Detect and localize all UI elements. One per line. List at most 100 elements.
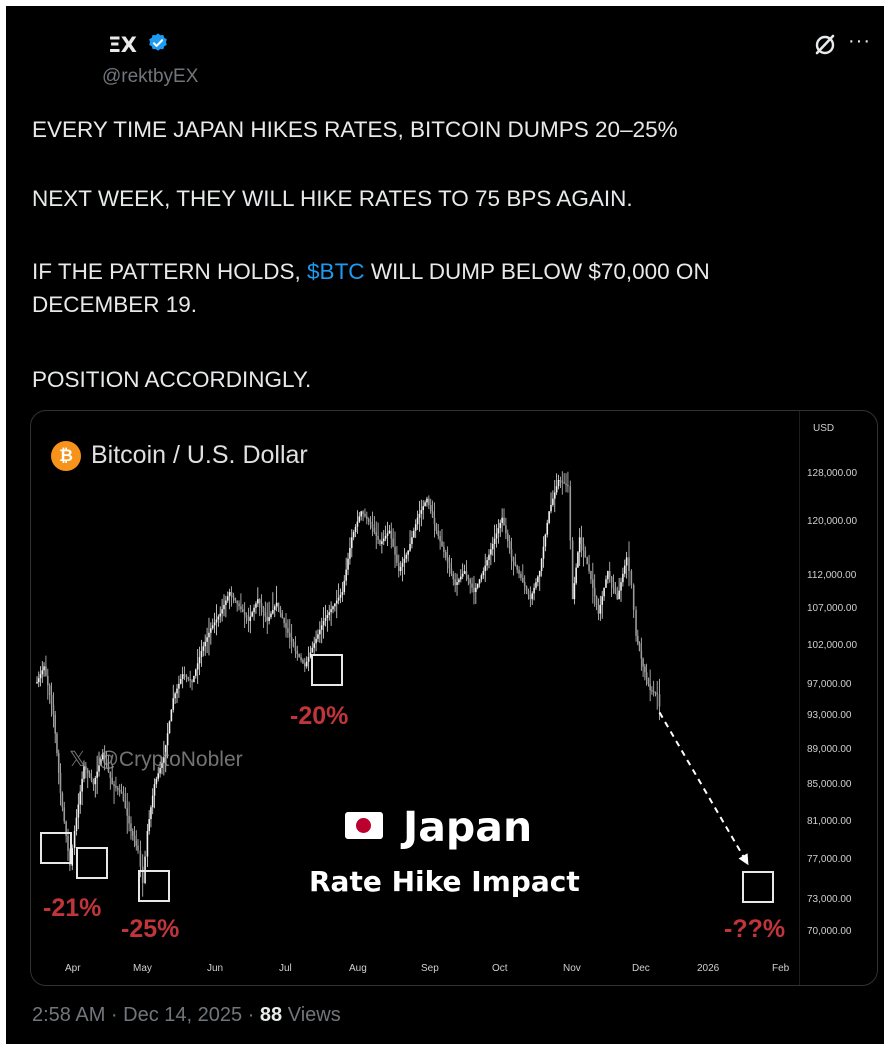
candle-body [262, 607, 265, 613]
candle-body [505, 525, 507, 534]
candle-body [637, 635, 639, 644]
candle-body [480, 575, 483, 580]
candle-body [223, 604, 225, 610]
candle-body [279, 607, 282, 613]
candle-body [249, 616, 252, 621]
candle-body [486, 560, 488, 566]
candle-body [497, 528, 500, 534]
candle-body [178, 683, 180, 689]
candle-body [230, 592, 233, 595]
candle-body [465, 571, 468, 576]
candle-body [407, 550, 409, 555]
candle-body [157, 773, 160, 779]
x-tick: Jul [279, 963, 292, 974]
candle-body [424, 502, 426, 507]
candle-body [362, 511, 364, 514]
candle-body [476, 583, 479, 588]
candle-body [371, 524, 374, 529]
candle-body [37, 678, 40, 683]
candle-body [506, 533, 509, 542]
candle-body [148, 819, 150, 832]
candle-body [43, 666, 45, 671]
candle-body [642, 658, 644, 667]
candle-body [352, 532, 355, 538]
grok-icon[interactable] [812, 32, 838, 58]
candle-body [405, 554, 408, 559]
candle-body [287, 628, 289, 633]
timestamp[interactable]: 2:58 AM · Dec 14, 2025 · [32, 1004, 260, 1026]
candle-body [120, 791, 123, 794]
candle-body [300, 657, 302, 661]
x-tick: May [133, 963, 152, 974]
candle-body [347, 558, 349, 570]
candle-body [131, 831, 134, 836]
candle-body [616, 593, 619, 600]
candle-body [101, 753, 104, 760]
x-tick: Nov [563, 963, 581, 974]
candle-body [257, 599, 259, 604]
candle-body [538, 571, 541, 577]
verified-badge-icon [149, 33, 167, 51]
candle-body [381, 541, 383, 544]
candle-body [71, 848, 74, 866]
candle-body [563, 482, 565, 484]
y-tick: 102,000.00 [807, 640, 858, 651]
candle-body [546, 522, 549, 535]
btc-cashtag-link[interactable]: $BTC [307, 259, 365, 284]
candle-body [623, 565, 626, 574]
drawdown-label: -25% [121, 915, 180, 943]
candle-body [341, 592, 344, 595]
views-count: 88 [259, 1004, 283, 1026]
candle-body [635, 609, 637, 636]
y-tick: 85,000.00 [807, 779, 852, 790]
candle-body [403, 558, 406, 563]
candle-body [155, 778, 158, 785]
candle-body [565, 483, 567, 485]
candle-body [100, 759, 102, 766]
candle-body [302, 660, 304, 664]
candle-body [202, 646, 205, 651]
tweet-line-3-end: WILL DUMP BELOW $70,000 ON [364, 259, 710, 284]
more-options-icon[interactable]: ··· [848, 30, 871, 52]
candle-body [275, 602, 278, 607]
candle-body [557, 480, 560, 487]
candle-body [196, 663, 199, 670]
tweet-line-2: NEXT WEEK, THEY WILL HIKE RATES TO 75 BP… [32, 186, 633, 211]
candle-body [601, 596, 604, 605]
candle-body [319, 629, 321, 635]
author-name[interactable]: ΞX [108, 33, 137, 57]
candle-body [422, 506, 425, 511]
candle-body [456, 582, 458, 585]
candle-body [193, 675, 195, 683]
candle-body [294, 646, 297, 651]
candle-body [213, 622, 216, 626]
y-tick: 89,000.00 [807, 744, 852, 755]
candle-body [654, 692, 657, 694]
candle-body [253, 607, 255, 613]
tweet-meta: 2:58 AM · Dec 14, 2025 · 88 Views [32, 1004, 341, 1027]
chart-image[interactable]: USD 128,000.00 120,000.00 112,000.00 107… [30, 410, 878, 986]
candle-body [622, 573, 624, 583]
candle-body [523, 582, 526, 587]
candle-body [208, 632, 210, 638]
candle-body [597, 604, 600, 614]
candle-body [533, 587, 535, 594]
candle-body [339, 594, 342, 598]
candle-body [575, 567, 577, 584]
candle-body [335, 600, 338, 604]
author-handle[interactable]: @rektbyEX [102, 66, 199, 87]
candle-body [144, 856, 146, 884]
candle-body [375, 532, 378, 536]
candle-body [349, 547, 351, 559]
candle-body [379, 539, 381, 544]
candle-body [384, 535, 387, 539]
candle-body [183, 674, 186, 676]
candle-body [277, 602, 280, 608]
candle-body [552, 498, 554, 505]
candle-body [232, 594, 235, 598]
drawdown-label: -21% [43, 894, 102, 922]
candle-body [69, 850, 71, 866]
candle-body [305, 661, 308, 667]
candle-body [491, 543, 494, 550]
candle-body [124, 800, 127, 809]
